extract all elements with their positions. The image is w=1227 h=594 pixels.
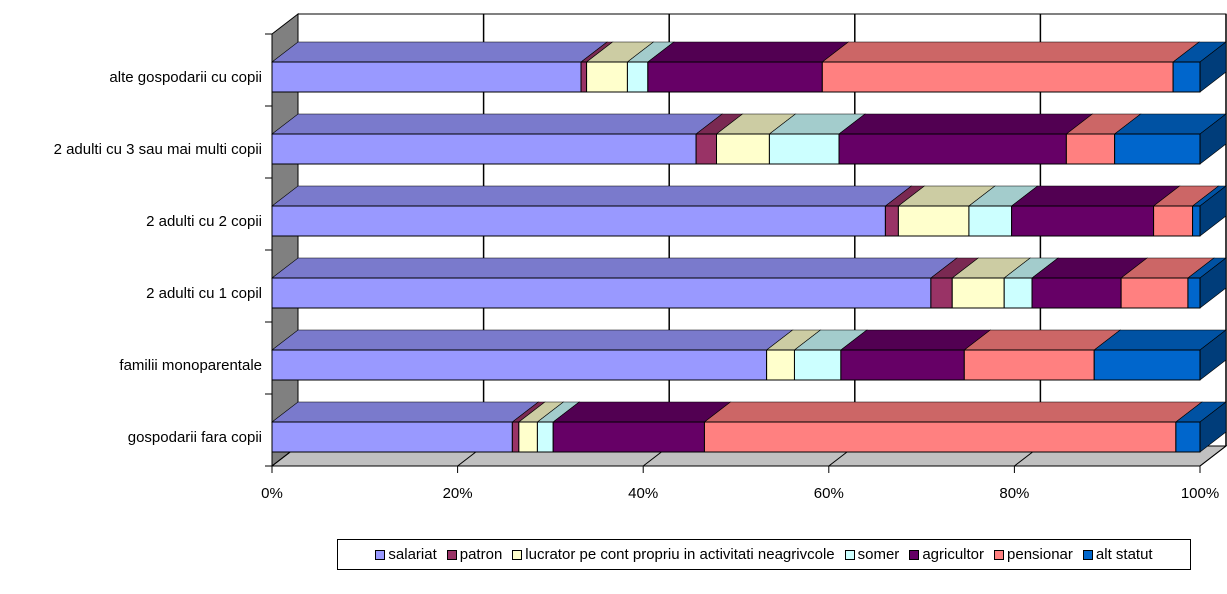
legend-item: somer (844, 546, 900, 563)
legend-item: patron (446, 546, 503, 563)
bar-segment-3 (968, 205, 1013, 237)
bar-top-4 (1010, 185, 1181, 207)
bar-segment-4 (552, 421, 705, 453)
legend-label: alt statut (1095, 546, 1153, 563)
bar-segment-6 (1114, 133, 1201, 165)
legend-swatch (994, 549, 1005, 560)
bar-segment-1 (580, 61, 588, 93)
bar-top-0 (271, 41, 608, 63)
bar-segment-6 (1093, 349, 1201, 381)
legend-swatch (375, 549, 386, 560)
bar-segment-0 (271, 421, 513, 453)
category-label: familii monoparentale (119, 357, 262, 374)
legend-item: alt statut (1082, 546, 1153, 563)
bar-segment-4 (838, 133, 1067, 165)
bar-segment-1 (884, 205, 899, 237)
category-label: 2 adulti cu 1 copil (146, 285, 262, 302)
bar-top-4 (552, 401, 732, 423)
bar-segment-3 (626, 61, 649, 93)
bar-segment-0 (271, 133, 697, 165)
bar-segment-0 (271, 205, 886, 237)
bar-top-0 (271, 185, 913, 207)
legend-swatch (512, 549, 523, 560)
bar-top-5 (821, 41, 1200, 63)
bar-top-4 (838, 113, 1094, 135)
bar-segment-6 (1172, 61, 1201, 93)
axes (265, 33, 1201, 473)
bar-segment-0 (271, 277, 932, 309)
bar-segment-4 (1031, 277, 1122, 309)
legend-item: pensionar (994, 546, 1073, 563)
legend-swatch (1082, 549, 1093, 560)
category-label: 2 adulti cu 3 sau mai multi copii (54, 141, 262, 158)
legend: salariat patron lucrator pe cont propriu i… (337, 539, 1191, 570)
bar-segment-6 (1175, 421, 1201, 453)
legend-label: patron (459, 546, 503, 563)
legend-label: lucrator pe cont propriu in activitati n… (525, 546, 835, 563)
x-tick-label: 80% (999, 485, 1029, 502)
bar-segment-5 (963, 349, 1095, 381)
bar-top-4 (646, 41, 850, 63)
x-tick-label: 60% (814, 485, 844, 502)
category-label: alte gospodarii cu copii (109, 69, 262, 86)
category-label: 2 adulti cu 2 copii (146, 213, 262, 230)
bar-segment-5 (1065, 133, 1116, 165)
bar-segment-1 (930, 277, 953, 309)
bar-segment-0 (271, 349, 768, 381)
legend-item: agricultor (909, 546, 984, 563)
bar-segment-2 (716, 133, 770, 165)
bars (271, 41, 1227, 453)
legend-swatch (909, 549, 920, 560)
bar-top-0 (271, 113, 723, 135)
bar-segment-6 (1187, 277, 1201, 309)
bar-segment-3 (768, 133, 840, 165)
bar-segment-4 (1011, 205, 1155, 237)
x-tick-labels: 0% 20% 40% 60% 80% 100% (261, 485, 1219, 502)
legend-swatch (844, 549, 855, 560)
legend-label: agricultor (922, 546, 985, 563)
category-label: gospodarii fara copii (128, 429, 262, 446)
floor-gridline (1199, 445, 1227, 467)
bar-top-5 (703, 401, 1203, 423)
legend-label: pensionar (1007, 546, 1073, 563)
bar-segment-2 (951, 277, 1005, 309)
bar-segment-1 (695, 133, 718, 165)
legend-label: salariat (388, 546, 437, 563)
bar-segment-3 (1003, 277, 1033, 309)
bar-segment-5 (1120, 277, 1189, 309)
x-tick-label: 40% (628, 485, 658, 502)
x-tick-label: 20% (443, 485, 473, 502)
bar-segment-4 (840, 349, 965, 381)
category-labels: alte gospodarii cu copii 2 adulti cu 3 sa… (54, 69, 262, 446)
bar-segment-2 (897, 205, 970, 237)
bar-segment-0 (271, 61, 582, 93)
x-tick-label: 0% (261, 485, 283, 502)
bar-segment-2 (518, 421, 538, 453)
legend-item: lucrator pe cont propriu in activitati n… (512, 546, 835, 563)
bar-top-5 (963, 329, 1122, 351)
bar-segment-1 (511, 421, 520, 453)
bar-segment-6 (1192, 205, 1201, 237)
bar-segment-5 (821, 61, 1174, 93)
legend-item: salariat (375, 546, 437, 563)
bar-top-0 (271, 401, 540, 423)
legend-label: somer (857, 546, 900, 563)
bar-segment-2 (586, 61, 628, 93)
x-tick-label: 100% (1181, 485, 1219, 502)
bar-segment-5 (703, 421, 1177, 453)
bar-top-0 (271, 329, 794, 351)
bar-segment-3 (793, 349, 842, 381)
bar-segment-4 (647, 61, 823, 93)
bar-segment-2 (766, 349, 795, 381)
bar-top-0 (271, 257, 958, 279)
bar-segment-5 (1153, 205, 1194, 237)
legend-swatch (446, 549, 457, 560)
bar-segment-3 (536, 421, 554, 453)
